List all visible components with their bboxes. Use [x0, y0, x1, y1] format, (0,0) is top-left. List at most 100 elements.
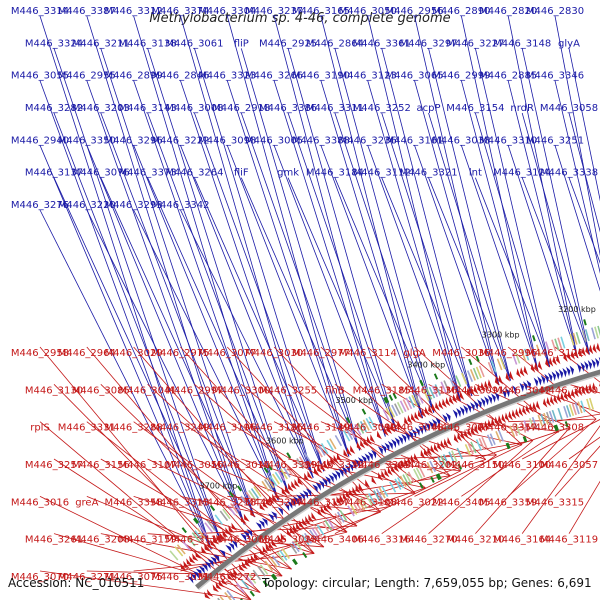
function-stripe: [257, 566, 266, 577]
gene-arrow: [477, 423, 483, 433]
function-stripe: [248, 489, 257, 501]
function-stripe: [391, 404, 398, 417]
leader-line: [226, 145, 350, 457]
leader-line: [180, 145, 314, 478]
leader-line: [86, 209, 245, 525]
leader-line: [474, 177, 551, 367]
gene-arrow: [250, 554, 257, 563]
gene-arrow: [480, 422, 486, 432]
gene-label: M446_3271: [58, 572, 116, 583]
leader-line: [39, 80, 212, 550]
gene-arrow: [477, 399, 482, 409]
gene-label: M446_3252: [353, 103, 411, 114]
function-track-inner: [217, 397, 595, 600]
function-stripe: [382, 409, 390, 421]
gene-arrow: [596, 342, 600, 352]
gene-label: M446_3030: [245, 348, 303, 359]
function-stripe: [456, 447, 463, 460]
gene-arrow: [183, 560, 190, 569]
kbp-tick-label: 3300 kbp: [482, 330, 520, 339]
function-stripe: [528, 417, 535, 430]
leader-line: [39, 145, 212, 550]
function-stripe: [309, 529, 318, 541]
gene-arrow: [435, 401, 440, 411]
function-stripe: [222, 508, 231, 520]
rna-mark: [468, 358, 473, 366]
leader-line: [507, 418, 597, 497]
function-stripe: [571, 403, 577, 416]
gene-arrow: [401, 433, 407, 443]
gene-label: M446_3321: [399, 168, 457, 179]
gene-arrow: [480, 397, 486, 407]
function-stripe: [489, 433, 496, 446]
gene-arrow: [361, 455, 367, 464]
gene-label: M446_3300: [212, 385, 270, 396]
gene-label: M446_3288: [105, 423, 163, 434]
function-stripe: [378, 487, 386, 499]
gene-arrow: [466, 403, 472, 413]
leader-line: [39, 15, 212, 550]
gene-arrow: [231, 522, 238, 531]
gene-arrow: [189, 555, 196, 564]
function-stripe: [407, 471, 415, 483]
function-stripe: [259, 564, 269, 575]
gene-label: M446_3196: [198, 423, 256, 434]
gene-arrow: [339, 494, 345, 503]
gene-arrow: [445, 412, 451, 422]
gene-arrow: [221, 577, 228, 586]
function-stripe: [368, 416, 376, 428]
function-stripe: [588, 397, 595, 410]
gene-label: M446_3156: [72, 460, 130, 471]
gene-label: M446_3031: [151, 572, 209, 583]
gene-arrow: [540, 374, 546, 385]
function-stripe: [359, 420, 368, 433]
gene-label: M446_3186: [245, 423, 303, 434]
leader-line: [554, 80, 600, 274]
function-stripe: [280, 468, 288, 480]
gene-label: M446_3115: [165, 535, 223, 546]
gene-arrow: [259, 547, 266, 557]
gene-arrow: [407, 414, 413, 424]
gene-arrow: [570, 350, 575, 360]
gene-label: M446_3258: [198, 497, 256, 508]
gene-arrow: [533, 377, 539, 387]
gene-label: M446_3251: [526, 135, 584, 146]
rna-mark: [193, 518, 199, 525]
leader-line: [367, 145, 461, 401]
gene-arrow: [470, 402, 475, 412]
function-stripe: [443, 380, 450, 392]
gene-arrow: [563, 352, 568, 362]
gene-arrow: [487, 419, 493, 429]
function-stripe: [389, 481, 397, 493]
leader-line: [334, 384, 461, 472]
gene-label: M446_2820: [479, 6, 537, 17]
rna-mark: [193, 517, 200, 524]
gene-label: M446_3150: [446, 460, 504, 471]
gene-arrow: [449, 395, 454, 405]
gene-arrow: [367, 451, 373, 461]
function-stripe: [314, 526, 322, 538]
gene-label: M446_3041: [119, 385, 177, 396]
gene-label: M446_3304: [198, 6, 256, 17]
gene-arrow: [376, 430, 382, 440]
gene-arrow: [404, 432, 410, 442]
leader-line: [133, 209, 279, 501]
gene-label: M446_3220: [58, 200, 116, 211]
gene-arrow: [192, 570, 200, 579]
gene-arrow: [201, 563, 208, 572]
leader-line: [147, 458, 325, 548]
gene-label: M446_3060: [212, 535, 270, 546]
leader-line: [287, 48, 397, 431]
function-stripe: [469, 369, 476, 381]
function-stripe: [252, 569, 262, 581]
kbp-tick-label: 3400 kbp: [407, 361, 445, 370]
gene-arrow: [308, 514, 314, 523]
function-stripe: [304, 532, 313, 544]
leader-line: [240, 48, 361, 451]
leader-line: [414, 80, 500, 386]
gene-arrow: [445, 397, 451, 407]
leader-line: [320, 346, 451, 476]
function-stripe: [434, 384, 441, 396]
gene-arrow: [387, 440, 393, 450]
